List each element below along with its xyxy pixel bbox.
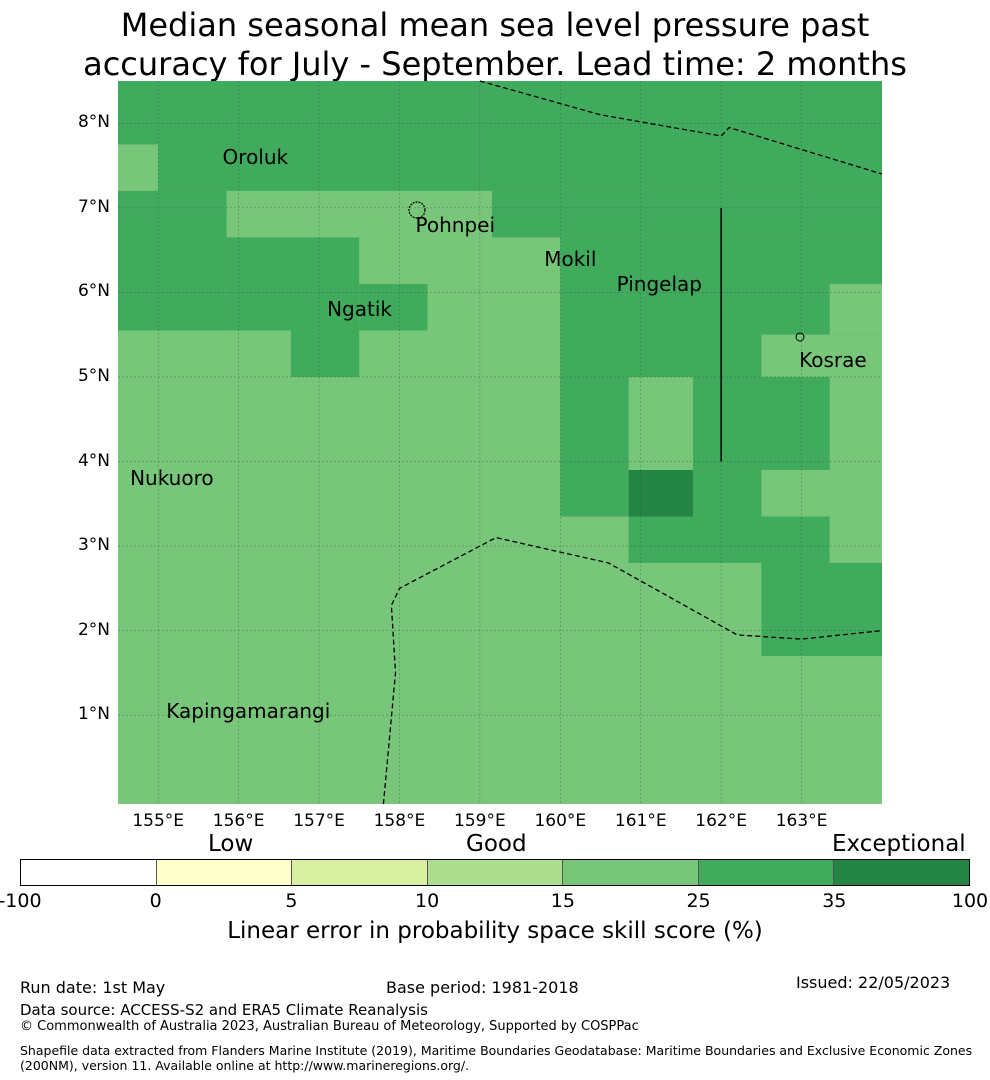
- longitude-label: 161°E: [614, 811, 667, 831]
- place-label: Kosrae: [799, 348, 867, 373]
- eez-boundary-line: [382, 536, 883, 805]
- longitude-label: 156°E: [212, 811, 265, 831]
- maritime-boundaries: [382, 80, 883, 805]
- latitude-label: 6°N: [77, 281, 110, 302]
- colorbar-segment: [698, 860, 835, 885]
- place-label: Pingelap: [616, 271, 702, 296]
- place-label: Oroluk: [222, 145, 289, 170]
- eez-boundary-line: [479, 80, 883, 175]
- copyright-notice: © Commonwealth of Australia 2023, Austra…: [20, 1019, 639, 1034]
- colorbar-tick-label: 15: [550, 890, 575, 912]
- map-gridlines: [118, 81, 882, 804]
- colorbar-axis-label: Linear error in probability space skill …: [227, 918, 763, 944]
- run-date: Run date: 1st May: [20, 978, 166, 997]
- colorbar-tick-label: 25: [686, 890, 711, 912]
- skill-cell: [491, 190, 882, 238]
- longitude-label: 158°E: [373, 811, 426, 831]
- skill-cell: [628, 469, 694, 517]
- longitude-label: 159°E: [454, 811, 506, 831]
- longitude-label: 157°E: [293, 811, 345, 831]
- island-outlines: [408, 201, 805, 342]
- skill-cell: [628, 516, 830, 563]
- place-label: Mokil: [544, 246, 597, 271]
- skill-cell: [693, 469, 762, 517]
- colorbar-tick-label: 10: [415, 890, 440, 912]
- map-title-line-1: Median seasonal mean sea level pressure …: [120, 6, 870, 44]
- colorbar: [20, 859, 970, 886]
- place-label: Pohnpei: [415, 212, 496, 237]
- place-label: Ngatik: [327, 297, 392, 322]
- category-low: Low: [208, 831, 254, 857]
- latitude-label: 5°N: [77, 365, 110, 386]
- longitude-label: 155°E: [132, 811, 185, 831]
- colorbar-tick-label: 100: [951, 890, 989, 912]
- skill-cell: [560, 330, 762, 377]
- base-period: Base period: 1981-2018: [386, 978, 579, 997]
- colorbar-tick-label: 0: [149, 890, 162, 912]
- longitude-label: 162°E: [695, 811, 747, 831]
- skill-cell: [829, 516, 882, 563]
- colorbar-segment: [834, 860, 970, 885]
- category-good: Good: [466, 831, 527, 857]
- colorbar-tick-label: -100: [0, 890, 42, 912]
- issued-date: Issued: 22/05/2023: [796, 973, 951, 992]
- latitude-label: 3°N: [77, 535, 110, 556]
- longitude-label: 163°E: [775, 811, 828, 831]
- longitude-label: 160°E: [534, 811, 587, 831]
- latitude-label: 8°N: [77, 112, 110, 133]
- skill-cell: [290, 330, 360, 377]
- colorbar-segment: [292, 860, 428, 885]
- colorbar-tick-label: 5: [285, 890, 298, 912]
- skill-cell: [118, 81, 882, 191]
- data-source: Data source: ACCESS-S2 and ERA5 Climate …: [20, 1001, 428, 1019]
- colorbar-segment: [156, 860, 293, 885]
- latitude-label: 1°N: [77, 704, 110, 725]
- skill-map: [118, 80, 883, 805]
- colorbar-segment: [563, 860, 699, 885]
- skill-cell: [226, 237, 360, 331]
- place-label: Kapingamarangi: [166, 698, 331, 723]
- map-title-line-2: accuracy for July - September. Lead time…: [83, 45, 907, 83]
- skill-cell: [226, 190, 492, 238]
- skill-cell: [829, 283, 882, 335]
- pohnpei-island-outline: [408, 201, 426, 219]
- colorbar-segment: [21, 860, 157, 885]
- shapefile-credit-line-2: (200NM), version 11. Available online at…: [20, 1058, 470, 1073]
- kosrae-island-outline: [795, 332, 805, 342]
- shapefile-credit-line-1: Shapefile data extracted from Flanders M…: [20, 1043, 973, 1058]
- skill-cell: [118, 144, 159, 191]
- latitude-label: 2°N: [77, 619, 110, 640]
- skill-cell: [560, 376, 629, 517]
- skill-cells: [118, 81, 882, 804]
- colorbar-tick-label: 35: [822, 890, 847, 912]
- category-exceptional: Exceptional: [832, 831, 966, 857]
- latitude-label: 7°N: [77, 196, 110, 217]
- skill-cell: [118, 190, 227, 331]
- skill-cell: [359, 283, 428, 331]
- skill-cell: [359, 237, 428, 284]
- skill-cell: [693, 376, 830, 470]
- place-label: Nukuoro: [130, 466, 214, 491]
- colorbar-segment: [427, 860, 564, 885]
- latitude-label: 4°N: [77, 450, 110, 471]
- skill-cell: [829, 563, 882, 610]
